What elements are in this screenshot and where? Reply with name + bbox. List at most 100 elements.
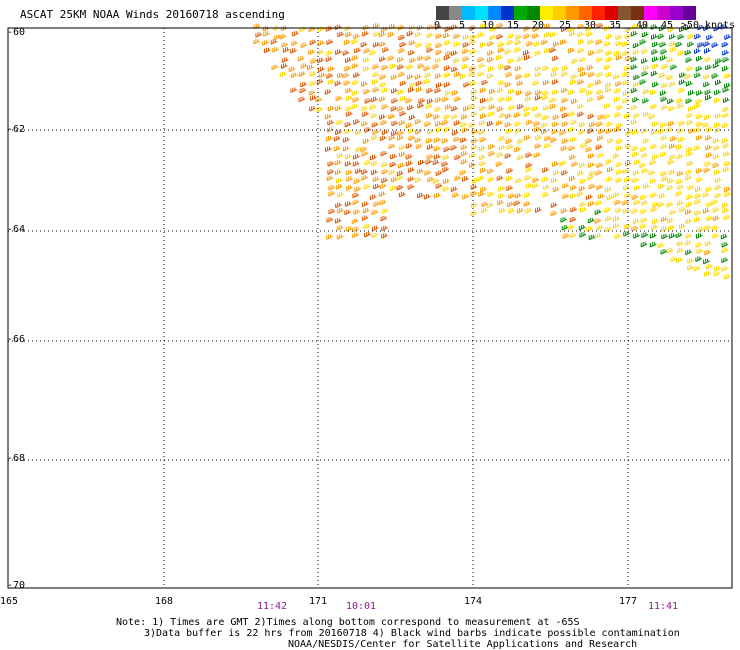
wind-barb xyxy=(508,105,516,111)
wind-barb xyxy=(463,82,471,88)
wind-barb xyxy=(495,55,503,61)
wind-barb xyxy=(282,47,290,53)
wind-barb xyxy=(353,209,361,215)
wind-barb xyxy=(622,80,630,86)
wind-barb xyxy=(432,178,440,184)
wind-barb xyxy=(298,71,306,77)
wind-barb xyxy=(587,113,595,120)
wind-barb xyxy=(624,143,632,149)
wind-barb xyxy=(337,31,345,38)
wind-barb xyxy=(363,223,371,230)
map-frame xyxy=(7,27,733,589)
lat-label-62: -62 xyxy=(7,124,26,135)
wind-barb xyxy=(478,154,486,161)
wind-barb xyxy=(391,130,398,137)
wind-barb xyxy=(326,39,334,45)
wind-barb xyxy=(677,184,685,191)
wind-barb xyxy=(531,106,539,112)
wind-barb xyxy=(669,41,676,47)
wind-barb xyxy=(514,128,522,134)
wind-barb xyxy=(643,111,650,118)
wind-barb xyxy=(335,129,342,136)
wind-barb xyxy=(632,177,640,184)
wind-barb xyxy=(317,26,325,33)
wind-barb xyxy=(408,50,416,56)
wind-barb xyxy=(623,223,631,230)
wind-barb xyxy=(594,209,602,215)
wind-barb xyxy=(661,104,668,111)
wind-barb xyxy=(373,23,380,29)
wind-barb xyxy=(714,193,722,199)
wind-barb xyxy=(686,147,694,153)
wind-barb xyxy=(435,49,443,56)
wind-barb xyxy=(363,184,371,190)
wind-barb xyxy=(434,88,442,94)
wind-barb xyxy=(577,48,585,54)
wind-barb xyxy=(685,98,693,104)
wind-barb xyxy=(487,41,495,47)
wind-barb xyxy=(345,111,353,117)
map-title: ASCAT 25KM NOAA Winds 20160718 ascending xyxy=(20,8,285,21)
colorbar-label-45: 45 xyxy=(660,20,674,31)
wind-barb xyxy=(535,207,542,213)
wind-barb xyxy=(721,138,729,144)
wind-barb xyxy=(586,226,593,232)
wind-barb xyxy=(506,185,514,192)
colorbar-swatch xyxy=(488,6,502,20)
wind-barb xyxy=(380,151,388,157)
wind-barb xyxy=(407,184,415,190)
wind-barb xyxy=(424,121,432,127)
wind-barb xyxy=(543,48,551,54)
wind-barb xyxy=(543,32,551,38)
wind-barb xyxy=(606,195,614,201)
wind-barb xyxy=(399,111,407,117)
wind-barb xyxy=(712,233,720,239)
wind-barb xyxy=(262,26,270,32)
wind-barb xyxy=(605,128,613,135)
wind-barb xyxy=(703,74,711,80)
wind-barb xyxy=(624,113,631,120)
wind-barb xyxy=(391,120,399,127)
wind-barb xyxy=(667,225,675,231)
wind-barb xyxy=(300,63,308,69)
wind-barb xyxy=(524,192,531,199)
wind-barb xyxy=(397,135,404,141)
wind-barb xyxy=(280,71,287,78)
wind-barb xyxy=(677,103,684,109)
wind-barb xyxy=(650,24,658,30)
wind-barb xyxy=(703,41,711,47)
wind-barb xyxy=(552,121,559,128)
wind-barb xyxy=(397,106,405,112)
wind-barb xyxy=(353,178,361,185)
wind-barb xyxy=(577,79,585,85)
wind-barb xyxy=(685,57,693,63)
wind-barb xyxy=(722,87,730,93)
wind-barb xyxy=(506,176,513,182)
wind-barb xyxy=(695,256,703,262)
wind-barb xyxy=(578,129,586,135)
wind-barb xyxy=(435,170,443,177)
wind-barb xyxy=(658,25,666,32)
wind-barb xyxy=(468,103,476,110)
wind-barb xyxy=(669,34,676,40)
wind-barb xyxy=(414,31,422,38)
wind-barb xyxy=(721,257,729,264)
wind-barb xyxy=(407,176,415,183)
wind-barb xyxy=(470,111,478,117)
wind-barb xyxy=(670,47,677,53)
lon-label-171: 171 xyxy=(308,596,328,607)
wind-barb xyxy=(578,39,585,45)
wind-barb xyxy=(561,71,569,77)
wind-barb xyxy=(706,34,714,41)
wind-barb xyxy=(657,242,665,249)
wind-barb xyxy=(568,26,576,33)
wind-barb xyxy=(407,74,414,80)
wind-barb xyxy=(568,111,576,117)
wind-barb xyxy=(613,74,621,80)
wind-barb xyxy=(612,192,620,198)
wind-barb xyxy=(443,146,451,153)
wind-barb xyxy=(453,136,461,143)
wind-barb xyxy=(686,119,694,126)
wind-barb xyxy=(406,160,413,167)
wind-barb xyxy=(506,168,514,174)
